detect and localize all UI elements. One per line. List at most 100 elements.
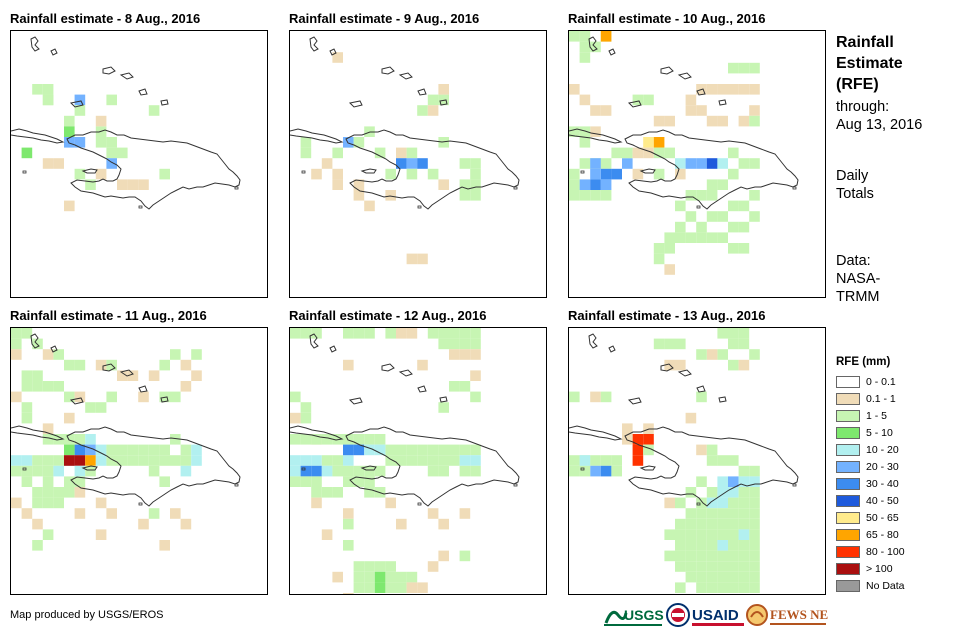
bahamas-island-outline: [119, 72, 134, 80]
rainfall-cell: [374, 444, 386, 456]
islet-outline: [234, 186, 239, 190]
legend-label: 20 - 30: [866, 461, 899, 473]
rainfall-cell: [728, 62, 739, 74]
islet-outline: [22, 467, 27, 471]
rainfall-cell: [749, 115, 760, 127]
rainfall-cell: [32, 455, 43, 466]
legend-swatch: [836, 461, 860, 473]
rainfall-cell: [138, 391, 149, 403]
rainfall-cell: [600, 105, 612, 116]
rainfall-cell: [74, 391, 86, 403]
rainfall-cell: [417, 582, 428, 593]
rainfall-cell: [74, 137, 86, 148]
rainfall-cell: [728, 582, 739, 593]
rainfall-cell: [364, 434, 375, 445]
legend-label: > 100: [866, 563, 893, 575]
rainfall-cell: [438, 455, 449, 466]
rainfall-cell: [717, 476, 728, 487]
rainfall-cell: [95, 529, 107, 540]
bahamas-island-outline: [398, 369, 413, 377]
rainfall-cell: [438, 550, 449, 562]
rainfall-cell: [675, 550, 686, 562]
rainfall-cell: [717, 349, 728, 360]
rainfall-cell: [11, 338, 22, 350]
rainfall-cell: [643, 147, 654, 159]
rainfall-cell: [696, 529, 707, 540]
rainfall-cell: [632, 94, 644, 106]
rainfall-cell: [95, 402, 107, 413]
bahamas-island-outline: [608, 48, 616, 56]
rainfall-cell: [470, 444, 481, 456]
rainfall-cell: [85, 455, 96, 466]
rainfall-cell: [664, 497, 675, 509]
rainfall-cell: [706, 571, 718, 583]
rainfall-cell: [180, 465, 192, 477]
rainfall-cell: [738, 328, 750, 339]
rainfall-cell: [675, 200, 686, 212]
rainfall-cell: [696, 349, 707, 360]
rainfall-cell: [396, 147, 407, 159]
rainfall-cell: [611, 465, 622, 477]
rainfall-cell: [21, 147, 33, 159]
rainfall-cell: [332, 147, 343, 159]
rainfall-cell: [343, 465, 354, 477]
legend-swatch: [836, 529, 860, 541]
rainfall-cell: [385, 190, 396, 201]
rainfall-cell: [311, 497, 322, 509]
cuba-coastline: [290, 425, 344, 441]
rainfall-cell: [675, 221, 686, 233]
rainfall-cell: [374, 465, 386, 477]
rainfall-cell: [11, 455, 22, 466]
rainfall-cell: [569, 465, 580, 477]
map-panel-aug-09: [289, 30, 547, 298]
rainfall-cell: [738, 158, 750, 169]
rainfall-cell: [653, 168, 665, 180]
rainfall-cell: [417, 158, 428, 169]
data-source-line2: NASA-: [836, 271, 881, 287]
rainfall-cell: [749, 518, 760, 530]
rainfall-cell: [717, 84, 728, 95]
rainfall-cell: [717, 211, 728, 222]
rainfall-cell: [749, 561, 760, 572]
rainfall-cell: [42, 158, 54, 169]
rainfall-cell: [353, 444, 365, 456]
legend-title: RFE (mm): [836, 356, 891, 368]
bahamas-island-outline: [696, 385, 706, 393]
rainfall-cell: [417, 105, 428, 116]
rainfall-cell: [696, 550, 707, 562]
hispaniola-coastline: [624, 426, 799, 507]
rainfall-cell: [738, 518, 750, 530]
rainfall-cell: [385, 328, 396, 339]
rainfall-cell: [64, 359, 75, 371]
rainfall-cell: [406, 147, 418, 159]
rainfall-cell: [311, 168, 322, 180]
rainfall-cell: [590, 158, 601, 169]
rainfall-cell: [738, 497, 750, 509]
rainfall-cell: [653, 115, 665, 127]
rainfall-cell: [728, 168, 739, 180]
rainfall-cell: [117, 444, 128, 456]
rainfall-cell: [311, 465, 322, 477]
bahamas-island-outline: [69, 397, 84, 405]
rainfall-cell: [353, 328, 365, 339]
rainfall-cell: [749, 540, 760, 551]
rainfall-cell: [364, 582, 375, 593]
rainfall-cell: [569, 168, 580, 180]
rainfall-cell: [406, 328, 418, 339]
rainfall-cell: [42, 84, 54, 95]
rainfall-cell: [290, 328, 301, 339]
rainfall-cell: [459, 508, 471, 519]
rainfall-cell: [706, 444, 718, 456]
rainfall-cell: [728, 571, 739, 583]
rainfall-cell: [643, 94, 654, 106]
rainfall-cell: [728, 221, 739, 233]
rainfall-cell: [749, 465, 760, 477]
rainfall-cell: [438, 518, 449, 530]
rainfall-cell: [696, 476, 707, 487]
rainfall-cell: [385, 168, 396, 180]
rainfall-cell: [728, 84, 739, 95]
rainfall-cell: [696, 105, 707, 116]
islet-outline: [513, 186, 518, 190]
rainfall-cell: [343, 455, 354, 466]
rainfall-cell: [600, 465, 612, 477]
